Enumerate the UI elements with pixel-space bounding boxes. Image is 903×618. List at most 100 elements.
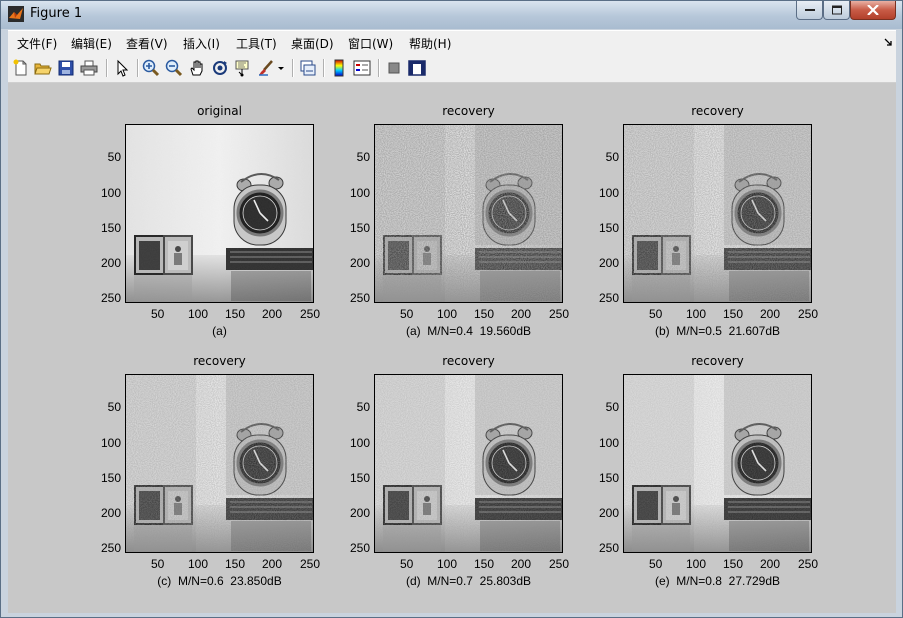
y-tick-label: 50 (356, 400, 370, 414)
x-tick-label: 100 (686, 307, 707, 321)
brush-icon[interactable] (256, 58, 276, 78)
subplot-image-axes[interactable] (125, 374, 314, 553)
dock-arrow-icon[interactable] (884, 38, 892, 46)
subplot-caption: (d) M/N=0.7 25.803dB (405, 574, 532, 588)
title-bar[interactable]: Figure 1 (1, 1, 902, 29)
pan-hand-icon[interactable] (187, 58, 207, 78)
x-tick-label: 50 (400, 557, 414, 571)
subplot-image-axes[interactable] (374, 374, 563, 553)
y-tick-label: 100 (349, 186, 370, 200)
show-plot-tools-icon[interactable] (407, 58, 427, 78)
y-tick-label: 100 (598, 186, 619, 200)
subplot-caption: (c) M/N=0.6 23.850dB (157, 574, 282, 588)
y-tick-label: 50 (107, 400, 121, 414)
image-content (624, 375, 811, 552)
window-title: Figure 1 (30, 6, 83, 21)
menu-view[interactable]: 查看(V) (126, 37, 168, 51)
y-tick-label: 200 (100, 256, 121, 270)
y-tick-label: 200 (598, 506, 619, 520)
x-tick-label: 100 (437, 307, 458, 321)
figure-canvas: original 50 100 150 200 250 50 100 150 200 250 (a) r… (8, 83, 896, 613)
menu-insert[interactable]: 插入(I) (183, 37, 220, 51)
rotate-3d-icon[interactable] (210, 58, 230, 78)
x-tick-label: 100 (188, 557, 209, 571)
y-tick-label: 100 (100, 436, 121, 450)
close-button[interactable] (850, 1, 896, 20)
y-tick-label: 100 (349, 436, 370, 450)
y-tick-label: 250 (598, 541, 619, 555)
matlab-logo-icon (8, 6, 24, 22)
colorbar-icon[interactable] (329, 58, 349, 78)
link-plot-icon[interactable] (298, 58, 318, 78)
menu-tools[interactable]: 工具(T) (236, 37, 277, 51)
menu-edit[interactable]: 编辑(E) (71, 37, 112, 51)
menu-window[interactable]: 窗口(W) (348, 37, 394, 51)
y-tick-label: 150 (598, 221, 619, 235)
subplot-title: original (197, 104, 242, 118)
x-tick-label: 200 (760, 557, 781, 571)
new-figure-icon[interactable] (11, 58, 31, 78)
subplot-caption: (e) M/N=0.8 27.729dB (654, 574, 781, 588)
hide-plot-tools-icon[interactable] (384, 58, 404, 78)
data-cursor-icon[interactable] (233, 58, 253, 78)
y-tick-label: 50 (107, 150, 121, 164)
x-tick-label: 200 (760, 307, 781, 321)
image-content (375, 375, 562, 552)
x-tick-label: 100 (437, 557, 458, 571)
close-icon (867, 5, 879, 15)
save-icon[interactable] (56, 58, 76, 78)
edit-plot-arrow-icon[interactable] (112, 58, 132, 78)
y-tick-label: 150 (598, 471, 619, 485)
y-tick-label: 250 (100, 291, 121, 305)
x-tick-label: 150 (723, 557, 744, 571)
x-tick-label: 250 (549, 557, 570, 571)
x-tick-label: 250 (549, 307, 570, 321)
menu-bar: 文件(F) 编辑(E) 查看(V) 插入(I) 工具(T) 桌面(D) 窗口(W… (8, 30, 896, 53)
y-tick-label: 150 (349, 221, 370, 235)
zoom-out-icon[interactable] (164, 58, 184, 78)
subplot-image-axes[interactable] (623, 374, 812, 553)
print-icon[interactable] (79, 58, 99, 78)
y-tick-label: 200 (598, 256, 619, 270)
y-tick-label: 150 (100, 221, 121, 235)
x-tick-label: 100 (188, 307, 209, 321)
x-tick-label: 50 (151, 307, 165, 321)
y-tick-label: 100 (598, 436, 619, 450)
menu-file[interactable]: 文件(F) (17, 37, 58, 51)
x-tick-label: 250 (798, 557, 819, 571)
open-file-icon[interactable] (33, 58, 53, 78)
x-tick-label: 200 (262, 557, 283, 571)
minimize-button[interactable] (796, 1, 823, 20)
menu-help[interactable]: 帮助(H) (409, 37, 452, 51)
subplot-title: recovery (691, 354, 744, 368)
y-tick-label: 250 (349, 541, 370, 555)
x-tick-label: 150 (723, 307, 744, 321)
subplot-title: recovery (691, 104, 744, 118)
legend-icon[interactable] (352, 58, 372, 78)
image-content (126, 375, 313, 552)
maximize-button[interactable] (823, 1, 850, 20)
y-tick-label: 250 (100, 541, 121, 555)
x-tick-label: 150 (474, 307, 495, 321)
x-tick-label: 200 (511, 557, 532, 571)
x-tick-label: 250 (798, 307, 819, 321)
x-tick-label: 50 (400, 307, 414, 321)
y-tick-label: 50 (605, 400, 619, 414)
subplot-caption: (a) (212, 324, 227, 338)
y-tick-label: 150 (349, 471, 370, 485)
x-tick-label: 200 (511, 307, 532, 321)
subplot-image-axes[interactable] (374, 124, 563, 303)
y-tick-label: 250 (598, 291, 619, 305)
subplot-image-axes[interactable] (623, 124, 812, 303)
subplot-image-axes[interactable] (125, 124, 314, 303)
menu-desktop[interactable]: 桌面(D) (291, 37, 334, 51)
zoom-in-icon[interactable] (141, 58, 161, 78)
maximize-icon (831, 5, 842, 15)
subplot-caption: (a) M/N=0.4 19.560dB (405, 324, 532, 338)
subplot-title: recovery (193, 354, 246, 368)
x-tick-label: 150 (225, 557, 246, 571)
y-tick-label: 200 (100, 506, 121, 520)
x-tick-label: 250 (300, 557, 321, 571)
brush-dropdown-icon[interactable] (276, 58, 286, 78)
